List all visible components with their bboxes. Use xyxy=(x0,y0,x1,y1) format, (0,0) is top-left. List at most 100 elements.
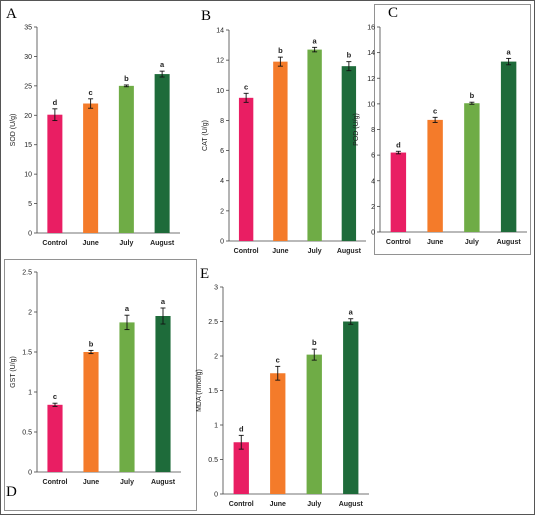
bar-control xyxy=(238,97,254,241)
y-axis-title: MDA (nmol/g) xyxy=(196,369,203,412)
y-axis-title: CAT (U/g) xyxy=(202,120,209,151)
y-tick-label: 14 xyxy=(216,28,224,35)
significance-label: c xyxy=(276,355,280,364)
bar-control xyxy=(47,114,63,233)
significance-label: b xyxy=(347,51,352,60)
significance-label: a xyxy=(507,47,512,56)
significance-label: b xyxy=(470,91,475,100)
bar-control xyxy=(390,152,407,232)
y-tick-label: 20 xyxy=(24,113,32,120)
category-label: July xyxy=(308,248,322,255)
category-label: July xyxy=(119,240,133,247)
panel-letter: C xyxy=(388,5,398,21)
y-tick-label: 10 xyxy=(367,101,375,108)
bar-august xyxy=(341,66,357,242)
bar-june xyxy=(427,119,443,232)
significance-label: c xyxy=(53,392,57,401)
category-label: June xyxy=(83,479,99,486)
category-label: Control xyxy=(386,239,411,246)
panel-d: D 0 0.5 1 1.5 2 2.5 GST (U/g) c Control b June a July… xyxy=(4,259,197,511)
y-tick-label: 0 xyxy=(220,239,224,246)
y-tick-label: 10 xyxy=(24,172,32,179)
bar-july xyxy=(118,85,134,233)
panel-letter: E xyxy=(200,266,209,282)
y-tick-label: 2 xyxy=(371,204,375,211)
y-tick-label: 30 xyxy=(24,54,32,61)
y-tick-label: 0 xyxy=(28,231,32,238)
panel-b: B 0 2 4 6 8 10 12 14 CAT (U/g) c Control b June a July b… xyxy=(201,8,366,255)
panel-frame xyxy=(4,259,197,511)
category-label: August xyxy=(337,248,362,255)
y-tick-label: 14 xyxy=(367,50,375,57)
y-tick-label: 8 xyxy=(371,127,375,134)
category-label: July xyxy=(465,239,479,246)
panel-frame xyxy=(374,4,531,255)
bar-control xyxy=(233,442,249,494)
category-label: June xyxy=(272,248,288,255)
bar-july xyxy=(306,354,322,494)
y-tick-label: 6 xyxy=(371,153,375,160)
y-tick-label: 2.5 xyxy=(22,270,32,277)
y-tick-label: 1.5 xyxy=(22,350,32,357)
y-tick-label: 2 xyxy=(220,208,224,215)
category-label: June xyxy=(427,239,443,246)
category-label: July xyxy=(120,479,134,486)
bar-june xyxy=(270,373,286,494)
panel-a: A 0 5 10 15 20 25 30 35 SOD (U/g) d Control c June b Ju… xyxy=(6,6,180,247)
significance-label: d xyxy=(53,98,58,107)
category-label: Control xyxy=(234,248,259,255)
y-axis-title: POD (U/g) xyxy=(353,113,360,146)
significance-label: d xyxy=(239,424,244,433)
panel-letter: B xyxy=(201,8,211,24)
y-tick-label: 0 xyxy=(371,230,375,237)
y-tick-label: 2.5 xyxy=(208,319,218,326)
y-tick-label: 3 xyxy=(214,285,218,292)
significance-label: c xyxy=(244,82,248,91)
significance-label: a xyxy=(161,297,166,306)
significance-label: d xyxy=(396,140,401,149)
y-tick-label: 2 xyxy=(214,354,218,361)
significance-label: c xyxy=(433,106,437,115)
significance-label: b xyxy=(278,46,283,55)
category-label: Control xyxy=(43,479,68,486)
y-tick-label: 12 xyxy=(216,58,224,65)
y-tick-label: 0.5 xyxy=(208,457,218,464)
panel-letter: A xyxy=(6,6,17,22)
y-tick-label: 25 xyxy=(24,83,32,90)
category-label: Control xyxy=(229,501,254,508)
y-tick-label: 4 xyxy=(220,178,224,185)
y-tick-label: 4 xyxy=(371,178,375,185)
bar-august xyxy=(500,61,517,232)
y-tick-label: 0 xyxy=(28,470,32,477)
category-label: August xyxy=(497,239,522,246)
y-tick-label: 8 xyxy=(220,118,224,125)
category-label: July xyxy=(307,501,321,508)
bar-june xyxy=(83,352,99,472)
category-label: August xyxy=(151,479,176,486)
bar-control xyxy=(47,404,63,472)
bar-june xyxy=(83,103,99,233)
significance-label: b xyxy=(124,74,129,83)
panel-e: E 0 0.5 1 1.5 2 2.5 3 MDA (nmol/g) d Control c June b… xyxy=(196,266,369,508)
y-axis-title: GST (U/g) xyxy=(10,356,17,388)
category-label: Control xyxy=(42,240,67,247)
significance-label: b xyxy=(312,338,317,347)
category-label: June xyxy=(82,240,98,247)
y-tick-label: 1.5 xyxy=(208,388,218,395)
y-tick-label: 10 xyxy=(216,88,224,95)
panel-c: C 0 2 4 6 8 10 12 14 16 POD (U/g) d Control c June b Jul… xyxy=(353,4,531,255)
y-tick-label: 12 xyxy=(367,76,375,83)
y-axis-title: SOD (U/g) xyxy=(10,114,17,147)
category-label: August xyxy=(150,240,175,247)
y-tick-label: 0.5 xyxy=(22,430,32,437)
significance-label: b xyxy=(89,339,94,348)
bar-july xyxy=(119,322,135,472)
y-tick-label: 15 xyxy=(24,142,32,149)
bar-july xyxy=(307,49,322,241)
y-tick-label: 1 xyxy=(28,390,32,397)
panel-letter: D xyxy=(6,484,17,500)
significance-label: a xyxy=(160,60,165,69)
